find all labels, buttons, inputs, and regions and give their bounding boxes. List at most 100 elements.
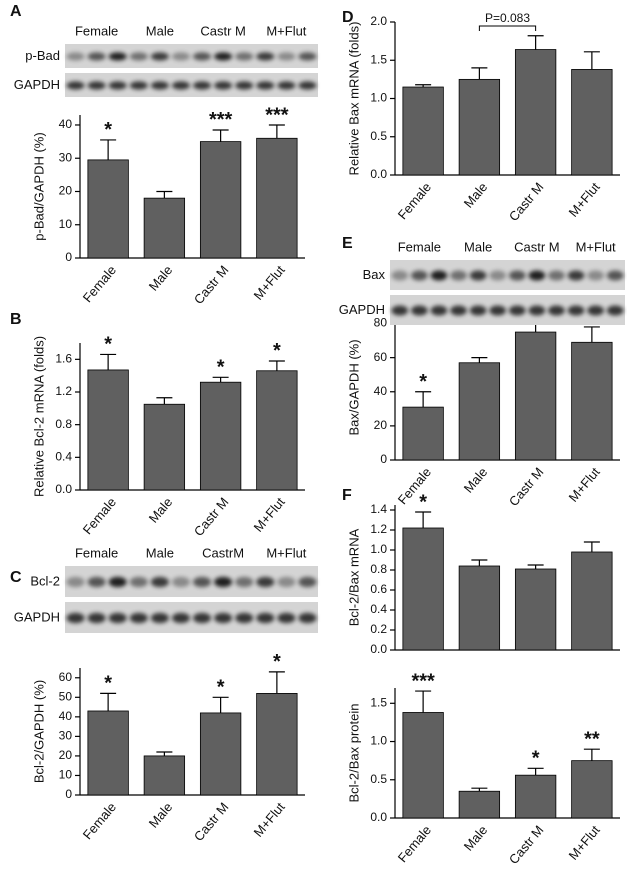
blot-band [108, 612, 127, 624]
blot-band [87, 81, 106, 90]
y-tick-label: 0.5 [370, 772, 387, 786]
blot-band [606, 305, 624, 316]
bar [514, 568, 557, 651]
x-tick-label: Female [395, 464, 434, 507]
x-tick-label: M+Flut [251, 799, 289, 840]
lane-label: Male [146, 23, 174, 38]
y-tick-label: 1.2 [370, 522, 387, 536]
y-tick-label: 1.2 [55, 384, 72, 398]
y-tick-label: 30 [59, 150, 73, 164]
y-tick-label: 1.0 [370, 91, 387, 105]
x-tick-label: Male [461, 179, 491, 210]
x-tick-label: Male [146, 799, 176, 830]
blot-band [66, 612, 85, 624]
blot-band [66, 576, 85, 588]
blot-band [410, 270, 428, 281]
lane-label: Male [464, 239, 492, 254]
x-tick-label: M+Flut [566, 464, 604, 505]
bar [458, 362, 501, 461]
blot-band [256, 81, 275, 90]
blot-band [193, 81, 212, 90]
x-tick-label: Male [146, 262, 176, 293]
y-tick-label: 1.0 [370, 542, 387, 556]
bar [87, 369, 129, 491]
blot-band [508, 270, 526, 281]
blot-band [129, 81, 148, 90]
blot-band [298, 612, 317, 624]
blot-band [277, 81, 296, 90]
y-tick-label: 0.4 [370, 602, 387, 616]
lane-label: Female [398, 239, 441, 254]
blot-band [567, 305, 585, 316]
row-label: Bcl-2 [30, 573, 60, 588]
y-tick-label: 0.0 [55, 482, 72, 496]
row-label: GAPDH [14, 609, 60, 624]
bracket [478, 25, 537, 31]
blot-band [430, 270, 448, 281]
significance: * [104, 334, 112, 356]
blot-strip [65, 44, 318, 68]
bar [571, 69, 613, 176]
row-label: GAPDH [339, 302, 385, 317]
y-axis-label: p-Bad/GAPDH (%) [31, 132, 46, 240]
lane-label: CastrM [202, 545, 244, 560]
bar [256, 370, 298, 491]
significance: * [217, 357, 225, 379]
blot-band [469, 270, 487, 281]
bar [199, 381, 242, 491]
y-tick-label: 40 [59, 709, 73, 723]
y-tick-label: 1.5 [370, 695, 387, 709]
x-tick-label: Castr M [506, 464, 547, 508]
blot-band [87, 612, 106, 624]
bar [514, 331, 557, 461]
blot-band [214, 612, 233, 624]
row-label: p-Bad [25, 48, 60, 63]
x-tick-label: Male [461, 464, 491, 495]
y-tick-label: 0 [65, 250, 72, 264]
significance: * [104, 119, 112, 141]
blot-band [235, 52, 254, 61]
bar [458, 790, 501, 819]
blot-band [587, 270, 605, 281]
blot-band [277, 612, 296, 624]
bar [199, 141, 242, 259]
lane-label: Female [75, 545, 118, 560]
blot-strip [390, 260, 625, 290]
blot-strip [65, 602, 318, 633]
bar [143, 197, 186, 259]
blot-band [567, 270, 585, 281]
blot-band [489, 270, 507, 281]
significance: * [532, 748, 540, 770]
significance: * [273, 651, 281, 673]
blot-band [548, 305, 565, 316]
blot-band [193, 576, 212, 588]
x-tick-label: Female [80, 799, 119, 842]
y-axis-label: Bax/GAPDH (%) [346, 339, 361, 435]
lane-label: Female [75, 23, 118, 38]
blot-band [410, 305, 428, 316]
blot-band [606, 270, 624, 281]
lane-label: Castr M [514, 239, 560, 254]
bar [256, 693, 298, 796]
bar [402, 527, 444, 651]
blot-band [235, 81, 254, 90]
blot-band [150, 52, 169, 61]
blot-strip [390, 295, 625, 325]
y-tick-label: 80 [374, 316, 388, 330]
x-tick-label: M+Flut [566, 179, 604, 220]
bar [256, 137, 298, 259]
blot-band [129, 612, 148, 624]
lane-label: M+Flut [266, 545, 306, 560]
blot-band [171, 612, 190, 624]
y-tick-label: 1.4 [370, 502, 387, 516]
y-tick-label: 1.6 [55, 352, 72, 366]
y-tick-label: 0.0 [370, 810, 387, 824]
blot-band [150, 612, 169, 624]
y-tick-label: 40 [59, 117, 73, 131]
bar [458, 78, 501, 176]
x-tick-label: Female [80, 262, 119, 305]
x-tick-label: Castr M [191, 799, 232, 843]
y-tick-label: 0 [380, 452, 387, 466]
lane-label: M+Flut [576, 239, 616, 254]
significance: *** [411, 670, 435, 692]
